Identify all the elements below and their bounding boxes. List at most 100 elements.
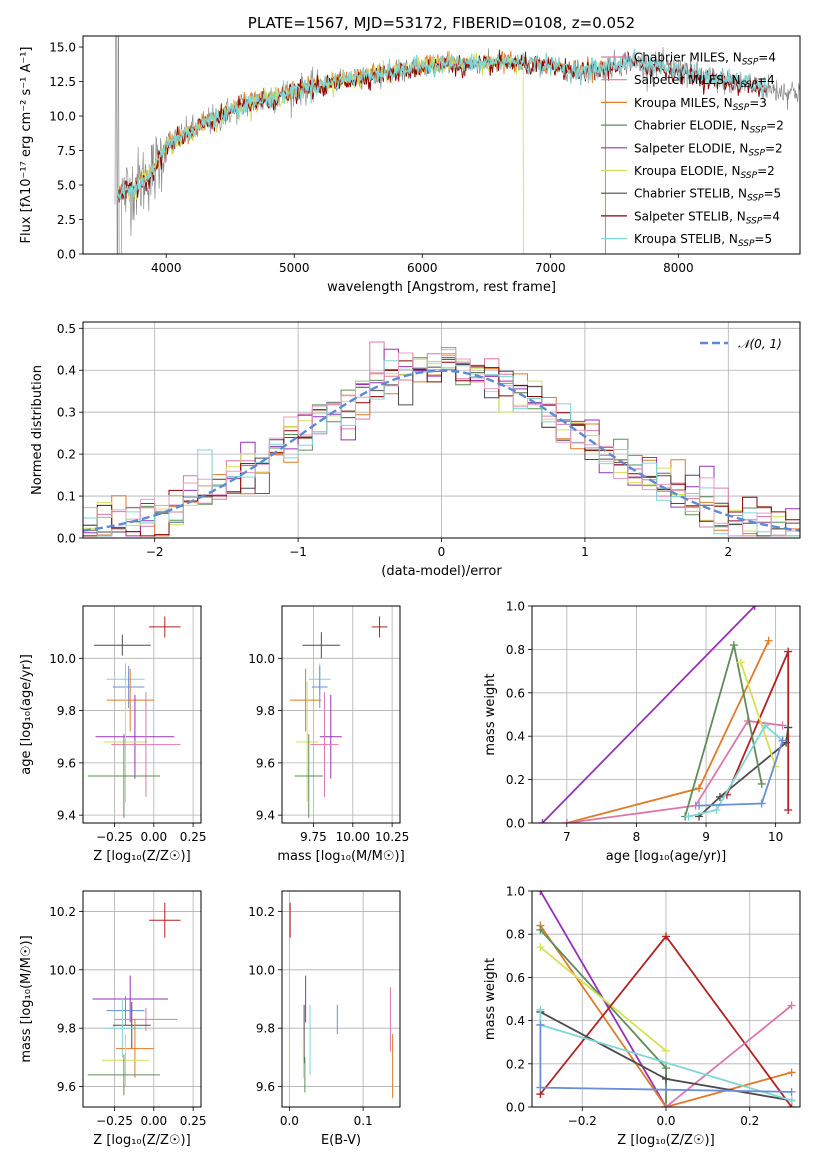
plus-marker — [536, 891, 545, 895]
y-tick-label: 12.5 — [49, 75, 76, 89]
legend-count: =5 — [754, 232, 772, 246]
y-axis-label: mass weight — [483, 958, 498, 1040]
y-tick-label: 9.6 — [57, 756, 76, 770]
mass_weight_vs_Z-lines — [536, 891, 796, 1107]
plus-marker — [729, 641, 738, 650]
plus-marker — [536, 1083, 545, 1092]
y-tick-label: 9.6 — [256, 756, 275, 770]
error-bar-point — [311, 666, 328, 708]
x-tick-label: −2 — [146, 545, 164, 559]
x-tick-label: 6000 — [407, 261, 438, 275]
mass_weight_vs_Z-axes: −0.2 0.0 0.2 0.0 0.2 0.4 0.6 0.8 1.0 Z [log₁₀(Z/Z… — [483, 885, 801, 1148]
x-tick-label: 10 — [768, 830, 783, 844]
y-tick-label: 0.0 — [506, 817, 525, 831]
legend-subscript: SSP — [738, 239, 755, 249]
axes-frame — [82, 605, 202, 824]
y-axis-label: age [log₁₀(age/yr)] — [19, 654, 34, 775]
legend-subscript: SSP — [742, 58, 759, 68]
y-tick-label: 0.6 — [506, 686, 525, 700]
plus-marker — [712, 805, 721, 814]
y-tick-label: 0.0 — [506, 1101, 525, 1115]
plus-marker — [538, 819, 547, 823]
y-tick-label: 0.1 — [57, 490, 76, 504]
normal-curve — [83, 369, 800, 532]
y-tick-label: 10.0 — [248, 963, 275, 977]
mass_vs_Z-axes: −0.25 0.00 0.25 9.6 9.8 10.0 10.2 Z [log₁₀(Z/Z☉… — [19, 890, 207, 1148]
y-tick-label: 5.0 — [57, 179, 76, 193]
error-bar-point — [294, 734, 323, 818]
plus-marker — [784, 723, 793, 732]
error-bar-point — [302, 632, 341, 659]
legend-entry: Salpeter MILES, NSSP=4 — [634, 73, 775, 90]
y-tick-label: 0.4 — [506, 1014, 525, 1028]
y-axis-label: mass weight — [483, 673, 498, 755]
error-bar-point — [289, 668, 322, 732]
legend-count: =4 — [758, 51, 776, 65]
y-tick-label: 0.2 — [506, 773, 525, 787]
x-tick-label: 10.00 — [336, 830, 370, 844]
error-bar-point — [296, 681, 319, 803]
x-tick-label: −1 — [289, 545, 307, 559]
y-tick-label: 0.2 — [57, 448, 76, 462]
x-tick-label: 9.75 — [300, 830, 327, 844]
plus-marker — [695, 784, 704, 793]
y-tick-label: 0.5 — [57, 322, 76, 336]
x-tick-label: 5000 — [279, 261, 310, 275]
plus-marker — [787, 1001, 796, 1010]
y-tick-label: 0.8 — [506, 643, 525, 657]
legend-count: =4 — [757, 73, 775, 87]
y-tick-label: 0.3 — [57, 406, 76, 420]
legend-subscript: SSP — [741, 171, 758, 181]
plus-marker — [757, 779, 766, 788]
weight-series — [539, 1024, 792, 1093]
y-tick-label: 9.6 — [256, 1080, 275, 1094]
y-tick-label: 9.8 — [256, 1022, 275, 1036]
y-tick-label: 1.0 — [506, 600, 525, 614]
y-tick-label: 9.4 — [57, 809, 76, 823]
x-tick-label: 0.00 — [140, 830, 167, 844]
weight-series — [684, 644, 763, 817]
y-tick-label: 0.8 — [506, 928, 525, 942]
y-tick-label: 9.4 — [256, 809, 275, 823]
y-axis-label: mass [log₁₀(M/M☉)] — [19, 935, 34, 1062]
plus-marker — [684, 812, 693, 821]
y-tick-label: 10.0 — [49, 652, 76, 666]
error-bar-point — [92, 975, 168, 1023]
legend-text: Salpeter MILES, N — [634, 73, 741, 87]
legend-text: Chabrier ELODIE, N — [634, 119, 750, 133]
y-axis-label: Flux [fλ10⁻¹⁷ erg cm⁻² s⁻¹ A⁻¹] — [19, 47, 34, 244]
x-axis-label: wavelength [Angstrom, rest frame] — [327, 280, 556, 295]
axes-frame — [281, 890, 401, 1108]
legend-subscript: SSP — [733, 103, 750, 113]
x-tick-label: −0.25 — [96, 830, 133, 844]
x-axis-label: Z [log₁₀(Z/Z☉)] — [617, 1133, 714, 1148]
age_vs_Z-points — [87, 616, 181, 818]
plus-marker — [787, 1087, 796, 1096]
error-bar-point — [112, 1001, 151, 1049]
x-tick-label: 0.0 — [280, 1114, 299, 1128]
x-tick-label: 0.2 — [740, 1114, 759, 1128]
legend-count: =2 — [765, 141, 783, 155]
y-tick-label: 2.5 — [57, 213, 76, 227]
weight-series — [698, 727, 790, 818]
legend-text: Kroupa ELODIE, N — [634, 164, 741, 178]
weight-series — [539, 925, 792, 1107]
legend-count: =2 — [766, 119, 784, 133]
axes-frame — [531, 605, 801, 824]
legend-entry: Chabrier STELIB, NSSP=5 — [634, 187, 781, 204]
x-axis-label: Z [log₁₀(Z/Z☉)] — [93, 849, 190, 864]
error-bar-point — [149, 616, 181, 638]
legend-entry: Kroupa ELODIE, NSSP=2 — [634, 164, 775, 181]
spectrum-plot — [114, 36, 800, 254]
mass_weight_vs_age-lines — [538, 606, 793, 823]
x-axis-label: (data-model)/error — [381, 564, 502, 579]
plus-marker — [778, 736, 787, 745]
x-tick-label: 9 — [702, 830, 710, 844]
x-tick-label: 7000 — [535, 261, 566, 275]
legend-entry: 𝒩(0, 1) — [738, 337, 782, 351]
x-tick-label: 0.25 — [180, 1114, 207, 1128]
error-bar-point — [111, 692, 181, 797]
y-tick-label: 0.0 — [57, 532, 76, 546]
error-bar-point — [101, 1034, 150, 1087]
error-bar-point — [114, 1007, 178, 1032]
